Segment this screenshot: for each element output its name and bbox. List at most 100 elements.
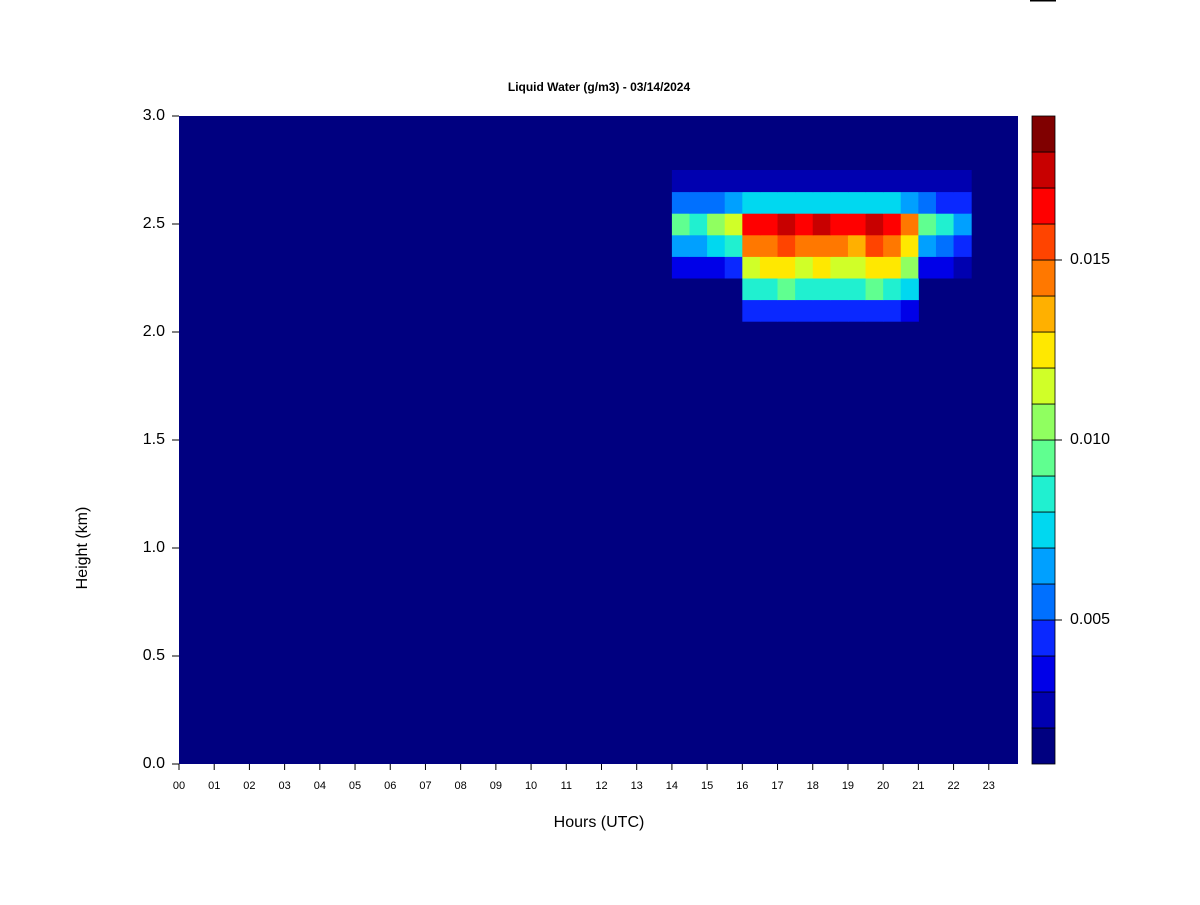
heat-cell (953, 213, 972, 236)
y-tick-label: 1.5 (143, 431, 165, 448)
colorbar-tick-label: 0.005 (1070, 611, 1110, 628)
heat-cell (918, 213, 937, 236)
heat-cell (935, 170, 955, 193)
heat-cell (830, 191, 849, 214)
heat-cell (865, 256, 884, 279)
heat-cell (812, 256, 831, 279)
y-tick-label: 1.0 (143, 539, 165, 556)
heat-cell (759, 234, 779, 257)
x-tick-label: 15 (701, 780, 713, 792)
heat-cell (795, 256, 814, 279)
heat-cell (900, 234, 919, 257)
heat-cell (865, 213, 884, 236)
heat-cell (724, 191, 743, 214)
heat-cell (671, 213, 691, 236)
heat-cell (847, 170, 867, 193)
heat-cell (847, 191, 867, 214)
heat-cell (865, 299, 884, 322)
heat-cell (865, 170, 884, 193)
heat-cell (707, 191, 726, 214)
heat-cell (830, 234, 849, 257)
heat-cell (953, 256, 972, 279)
colorbar-box (1031, 187, 1056, 225)
x-tick-label: 17 (771, 780, 783, 792)
y-tick-label: 2.5 (143, 215, 165, 232)
colorbar-box (1031, 511, 1056, 549)
x-tick-label: 03 (278, 780, 290, 792)
colorbar-box (1031, 295, 1056, 333)
heat-cell (918, 170, 937, 193)
heat-cell (900, 299, 919, 322)
colorbar-box (1031, 619, 1056, 657)
heat-cell (883, 234, 902, 257)
heat-cell (742, 299, 761, 322)
colorbar-box (1031, 727, 1056, 765)
x-tick-label: 05 (349, 780, 361, 792)
heat-cell (865, 191, 884, 214)
y-axis-label: Height (km) (74, 507, 91, 590)
heat-cell (795, 278, 814, 301)
heat-cell (777, 299, 796, 322)
heat-cell (830, 170, 849, 193)
x-tick-label: 00 (173, 780, 185, 792)
colorbar-box (1031, 475, 1056, 513)
heat-cell (689, 256, 708, 279)
heat-cell (759, 191, 779, 214)
heat-cell (900, 256, 919, 279)
chart-title: Liquid Water (g/m3) - 03/14/2024 (508, 80, 691, 94)
heat-cell (795, 299, 814, 322)
heat-cell (795, 213, 814, 236)
x-tick-label: 16 (736, 780, 748, 792)
y-tick-label: 3.0 (143, 107, 165, 124)
heat-cell (671, 170, 691, 193)
heat-cell (742, 191, 761, 214)
x-tick-label: 01 (208, 780, 220, 792)
heat-cell (847, 278, 867, 301)
heat-cell (847, 299, 867, 322)
heat-cell (724, 234, 743, 257)
heat-cell (847, 256, 867, 279)
colorbar-box (1031, 223, 1056, 261)
heat-cell (759, 170, 779, 193)
heat-cell (777, 213, 796, 236)
heat-cell (671, 191, 691, 214)
heat-cell (689, 191, 708, 214)
heat-cell (777, 256, 796, 279)
x-tick-label: 12 (595, 780, 607, 792)
heat-cell (812, 170, 831, 193)
heat-cell (918, 256, 937, 279)
x-tick-label: 06 (384, 780, 396, 792)
x-axis-label: Hours (UTC) (554, 814, 645, 831)
heat-cell (883, 213, 902, 236)
x-tick-label: 11 (561, 780, 572, 792)
colorbar-box (1031, 259, 1056, 297)
colorbar-box (1031, 439, 1056, 477)
heat-cell (865, 278, 884, 301)
heat-cell (707, 256, 726, 279)
heat-cell (707, 170, 726, 193)
heat-cell (935, 213, 955, 236)
heat-cell (935, 256, 955, 279)
x-tick-label: 21 (912, 780, 924, 792)
heat-cell (689, 234, 708, 257)
heat-cell (953, 170, 972, 193)
heat-cell (812, 278, 831, 301)
heat-cell (935, 234, 955, 257)
colorbar-box (1031, 655, 1056, 693)
heat-cell (953, 234, 972, 257)
heat-cell (724, 170, 743, 193)
heat-cell (830, 278, 849, 301)
colorbar-box (1031, 403, 1056, 441)
heat-cell (724, 256, 743, 279)
x-tick-label: 18 (807, 780, 819, 792)
x-tick-label: 02 (243, 780, 255, 792)
heat-cell (777, 234, 796, 257)
colorbar-box (1031, 115, 1056, 153)
y-tick-label: 0.5 (143, 647, 165, 664)
heat-cell (865, 234, 884, 257)
heat-cell (883, 191, 902, 214)
heat-cell (883, 256, 902, 279)
heat-cell (883, 278, 902, 301)
heat-cell (742, 256, 761, 279)
